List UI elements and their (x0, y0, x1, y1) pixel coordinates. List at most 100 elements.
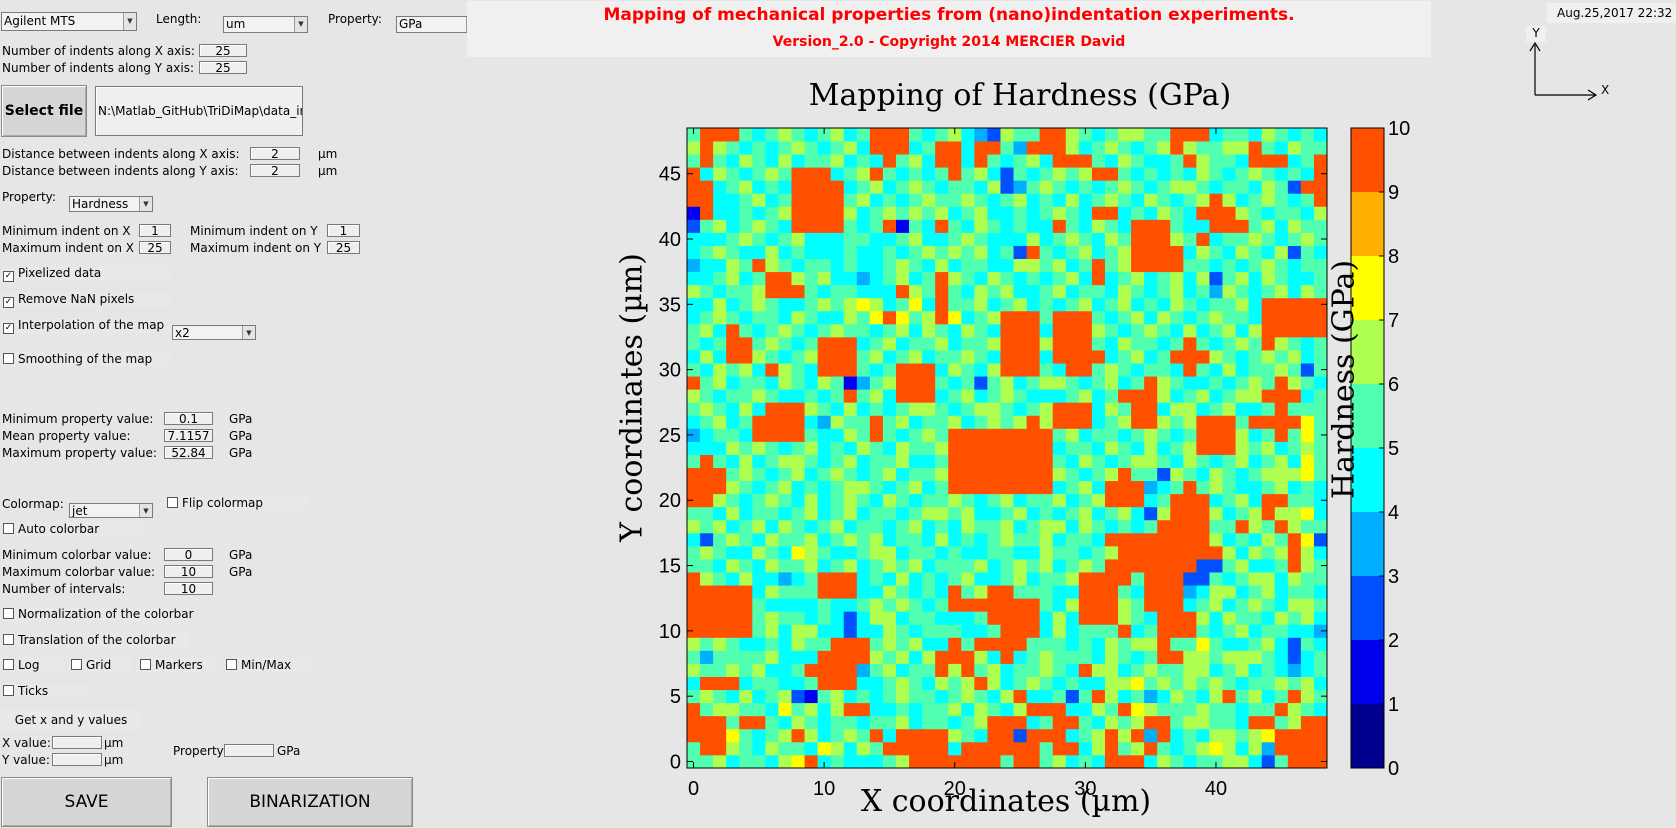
colorbar-tick-label: 10 (1388, 118, 1410, 140)
heatmap-cell (752, 559, 766, 573)
num-intervals-input[interactable]: 10 (164, 582, 213, 595)
max-colorbar-input[interactable]: 10 (164, 565, 213, 578)
heatmap-cell (974, 741, 988, 756)
max-indent-x-input[interactable]: 25 (139, 241, 171, 254)
binarization-button[interactable]: BINARIZATION (207, 777, 413, 827)
heatmap-cell (1013, 532, 1027, 547)
heatmap-cell (1222, 572, 1236, 586)
heatmap-cell (1248, 402, 1263, 416)
heatmap-cell (687, 336, 701, 351)
dist-y-unit: µm (318, 164, 338, 178)
heatmap-cell (1013, 297, 1027, 312)
minmax-checkbox[interactable]: Min/Max (224, 658, 312, 672)
heatmap-cell (687, 428, 701, 442)
heatmap-cell (1196, 598, 1210, 612)
dist-x-input[interactable]: 2 (250, 147, 300, 160)
heatmap-cell (687, 193, 701, 207)
grid-checkbox[interactable]: Grid (69, 658, 132, 672)
normalization-checkbox[interactable]: Normalization of the colorbar (1, 607, 194, 621)
heatmap-cell (909, 258, 923, 273)
markers-checkbox[interactable]: Markers (138, 658, 218, 672)
heatmap-cell (700, 402, 714, 416)
heatmap-cell (987, 624, 1001, 638)
heatmap-cell (1157, 128, 1171, 142)
heatmap-cell (713, 663, 727, 677)
auto-colorbar-checkbox[interactable]: Auto colorbar (1, 522, 145, 536)
heatmap-cell (974, 598, 988, 612)
heatmap-cell (1144, 676, 1158, 691)
heatmap-cell (778, 193, 792, 207)
interpolation-checkbox[interactable]: ✓ Interpolation of the map (1, 318, 171, 334)
checkbox-icon (3, 685, 14, 696)
heatmap-cell (856, 663, 871, 677)
length-unit-select[interactable]: um ▼ (223, 16, 308, 33)
heatmap-cell (1078, 193, 1093, 207)
heatmap-cell (895, 206, 910, 220)
heatmap-cell (895, 297, 910, 312)
heatmap-cell (1248, 284, 1263, 299)
heatmap-cell (1039, 232, 1054, 246)
heatmap-cell (987, 415, 1001, 429)
heatmap-cell (830, 323, 845, 338)
remove-nan-checkbox[interactable]: ✓ Remove NaN pixels (1, 292, 171, 308)
max-indent-y-input[interactable]: 25 (327, 241, 360, 254)
n-indents-y-input[interactable]: 25 (199, 61, 247, 74)
dist-y-input[interactable]: 2 (250, 164, 300, 177)
heatmap-cell (1131, 245, 1145, 260)
heatmap-cell (1104, 754, 1119, 769)
heatmap-cell (1078, 715, 1093, 730)
heatmap-cell (843, 754, 858, 769)
heatmap-cell (1222, 624, 1236, 638)
x-value-input[interactable] (52, 736, 102, 749)
interpolation-factor-select[interactable]: x2 ▼ (172, 325, 256, 340)
heatmap-cell (948, 493, 962, 508)
n-indents-x-input[interactable]: 25 (199, 44, 247, 57)
heatmap-cell (961, 206, 975, 220)
min-indent-x-input[interactable]: 1 (139, 224, 171, 237)
heatmap-cell (830, 624, 845, 638)
select-file-button[interactable]: Select file (1, 85, 87, 137)
log-checkbox[interactable]: Log (1, 658, 63, 672)
flip-colormap-checkbox[interactable]: Flip colormap (165, 496, 309, 510)
heatmap-cell (700, 650, 714, 664)
heatmap-cell (1300, 454, 1315, 468)
heatmap-cell (1104, 323, 1119, 338)
heatmap-cell (1196, 376, 1210, 390)
heatmap-cell (726, 441, 740, 455)
heatmap-cell (817, 389, 832, 403)
translation-checkbox[interactable]: Translation of the colorbar (1, 633, 189, 647)
heatmap-cell (882, 480, 897, 495)
heatmap-cell (1222, 728, 1236, 743)
save-button[interactable]: SAVE (1, 777, 172, 827)
heatmap-cell (713, 741, 727, 756)
heatmap-cell (830, 467, 845, 482)
heatmap-cell (1261, 402, 1276, 416)
heatmap-cell (765, 519, 779, 534)
heatmap-cell (1039, 532, 1054, 547)
ticks-checkbox[interactable]: Ticks (1, 684, 87, 698)
y-value-input[interactable] (52, 753, 102, 766)
heatmap-cell (961, 663, 975, 677)
heatmap-cell (1183, 493, 1197, 508)
heatmap-cell (1065, 297, 1080, 312)
heatmap-cell (752, 232, 766, 246)
heatmap-cell (726, 611, 740, 625)
heatmap-cell (830, 389, 845, 403)
property-value-input[interactable] (224, 744, 274, 757)
min-colorbar-input[interactable]: 0 (164, 548, 213, 561)
heatmap-cell (1013, 741, 1027, 756)
heatmap-cell (1131, 572, 1145, 586)
heatmap-cell (1313, 415, 1328, 429)
min-indent-y-input[interactable]: 1 (327, 224, 360, 237)
property-select[interactable]: Hardness ▼ (69, 196, 153, 212)
heatmap-cell (843, 363, 858, 377)
colormap-select[interactable]: jet ▼ (69, 503, 153, 518)
get-xy-button[interactable]: Get x and y values (1, 710, 141, 730)
heatmap-cell (882, 545, 897, 560)
pixelized-data-checkbox[interactable]: ✓ Pixelized data (1, 266, 171, 282)
instrument-select[interactable]: Agilent MTS ▼ (1, 12, 137, 31)
file-path-input[interactable]: N:\Matlab_GitHub\TriDiMap\data_in (95, 86, 303, 136)
normalization-label: Normalization of the colorbar (18, 607, 194, 621)
smoothing-checkbox[interactable]: Smoothing of the map (1, 352, 171, 366)
heatmap-cell (948, 454, 962, 468)
